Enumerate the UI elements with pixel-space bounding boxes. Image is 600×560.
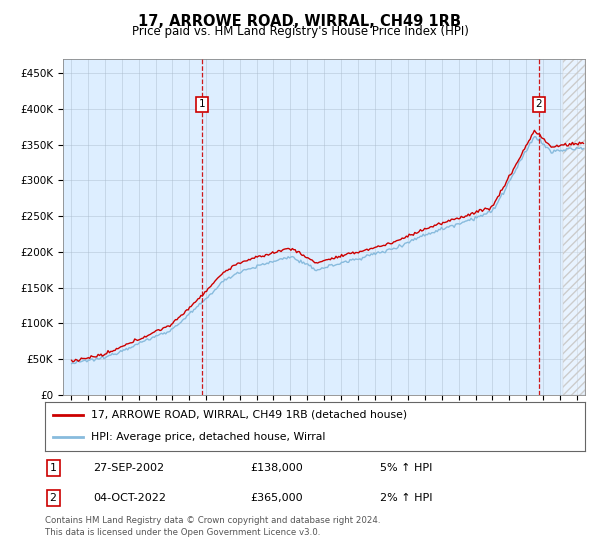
Text: 1: 1: [50, 463, 56, 473]
Text: 2: 2: [50, 493, 56, 503]
Text: 04-OCT-2022: 04-OCT-2022: [94, 493, 167, 503]
Text: 2: 2: [535, 99, 542, 109]
Text: 17, ARROWE ROAD, WIRRAL, CH49 1RB: 17, ARROWE ROAD, WIRRAL, CH49 1RB: [139, 14, 461, 29]
Text: 2% ↑ HPI: 2% ↑ HPI: [380, 493, 432, 503]
Text: £365,000: £365,000: [250, 493, 303, 503]
Text: Price paid vs. HM Land Registry's House Price Index (HPI): Price paid vs. HM Land Registry's House …: [131, 25, 469, 38]
Text: HPI: Average price, detached house, Wirral: HPI: Average price, detached house, Wirr…: [91, 432, 325, 442]
Text: Contains HM Land Registry data © Crown copyright and database right 2024.
This d: Contains HM Land Registry data © Crown c…: [45, 516, 380, 537]
Text: 1: 1: [199, 99, 205, 109]
Text: 27-SEP-2002: 27-SEP-2002: [94, 463, 165, 473]
Text: 17, ARROWE ROAD, WIRRAL, CH49 1RB (detached house): 17, ARROWE ROAD, WIRRAL, CH49 1RB (detac…: [91, 410, 407, 420]
Text: £138,000: £138,000: [250, 463, 303, 473]
Text: 5% ↑ HPI: 5% ↑ HPI: [380, 463, 432, 473]
